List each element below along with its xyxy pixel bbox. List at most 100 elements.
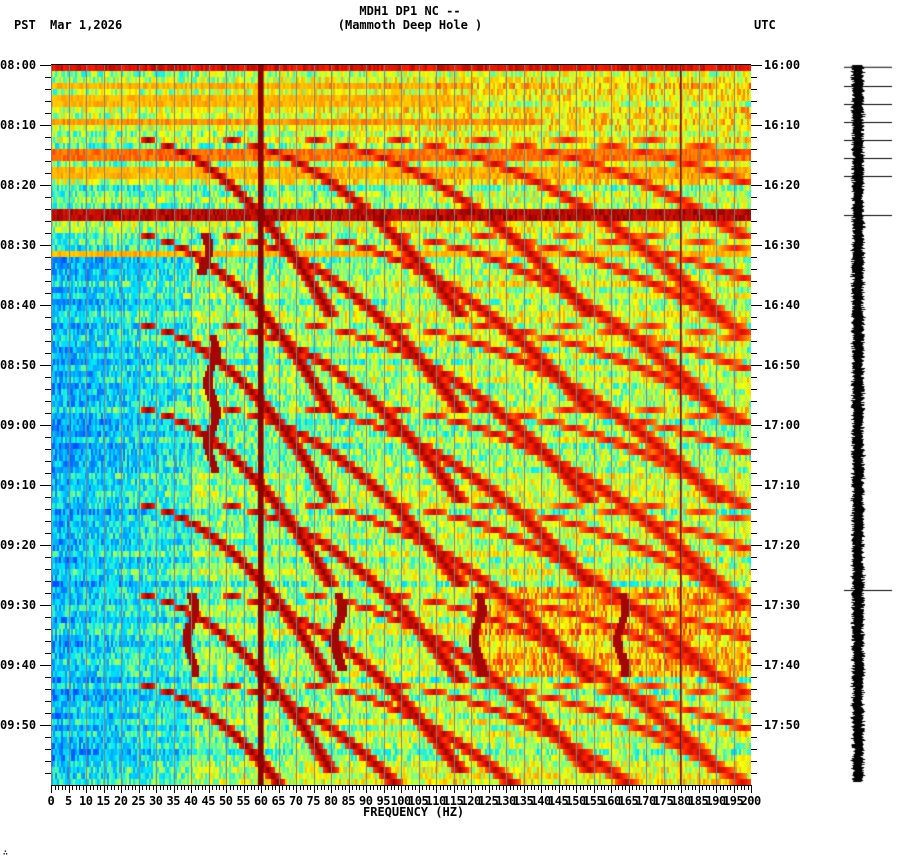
x-tick — [82, 785, 84, 790]
y-tick-left — [45, 389, 51, 390]
y-tick-left — [45, 401, 51, 402]
seismogram-trace — [836, 62, 902, 786]
x-tick — [289, 785, 290, 790]
x-tick-label: 45 — [201, 794, 216, 808]
x-tick — [65, 785, 66, 790]
y-tick-left — [45, 377, 51, 378]
x-tick — [68, 785, 70, 793]
x-tick-label: 25 — [131, 794, 146, 808]
x-tick-label: 160 — [600, 794, 622, 808]
x-tick — [530, 785, 532, 790]
x-tick — [733, 785, 735, 793]
y-tick-right — [751, 437, 757, 438]
y-tick-right — [751, 461, 757, 462]
x-tick — [747, 785, 749, 790]
x-tick — [716, 785, 717, 793]
x-tick — [317, 785, 318, 790]
x-tick — [698, 785, 700, 793]
y-tick-left — [45, 773, 51, 774]
x-tick — [450, 785, 451, 790]
x-tick — [691, 785, 693, 790]
y-tick-label-right: 16:30 — [764, 238, 801, 252]
y-tick-left — [40, 185, 51, 186]
x-tick — [184, 785, 185, 790]
x-tick — [492, 785, 493, 790]
x-tick-label: 180 — [670, 794, 692, 808]
x-tick — [471, 785, 472, 793]
x-tick — [114, 785, 115, 790]
x-tick — [551, 785, 553, 790]
x-tick — [338, 785, 339, 790]
x-tick — [163, 785, 164, 790]
y-tick-right — [751, 425, 762, 426]
x-tick — [590, 785, 591, 790]
x-tick — [709, 785, 710, 790]
y-tick-left — [45, 77, 51, 78]
y-tick-label-right: 16:00 — [764, 58, 801, 72]
x-tick — [495, 785, 497, 790]
station-name: (Mammoth Deep Hole ) — [337, 18, 483, 32]
y-tick-left — [45, 569, 51, 570]
y-tick-right — [751, 305, 762, 306]
x-tick — [380, 785, 381, 790]
x-tick-label: 185 — [688, 794, 709, 808]
x-tick — [677, 785, 679, 790]
x-tick — [236, 785, 238, 790]
x-tick — [474, 785, 476, 790]
x-tick — [632, 785, 633, 790]
x-tick — [320, 785, 322, 790]
x-tick — [117, 785, 119, 790]
x-tick — [586, 785, 588, 790]
x-tick — [558, 785, 560, 793]
x-tick — [177, 785, 178, 790]
y-tick-right — [751, 725, 762, 726]
x-tick-label: 125 — [478, 794, 499, 808]
x-tick — [268, 785, 269, 790]
y-tick-right — [751, 581, 757, 582]
x-tick — [744, 785, 745, 790]
x-tick — [198, 785, 199, 790]
x-tick — [355, 785, 357, 790]
x-tick-label: 85 — [341, 794, 356, 808]
x-tick — [75, 785, 77, 790]
y-tick-label-left: 09:30 — [0, 598, 37, 612]
y-tick-left — [45, 137, 51, 138]
x-tick — [271, 785, 273, 790]
y-tick-right — [751, 137, 757, 138]
x-tick — [331, 785, 332, 793]
y-tick-right — [751, 473, 757, 474]
y-tick-label-left: 08:30 — [0, 238, 37, 252]
y-tick-left — [40, 725, 51, 726]
y-tick-right — [751, 593, 757, 594]
x-tick — [254, 785, 255, 790]
y-tick-right — [751, 365, 762, 366]
y-tick-right — [751, 509, 757, 510]
timezone-left-label: PST — [14, 18, 36, 32]
y-tick-label-left: 09:50 — [0, 718, 37, 732]
y-tick-left — [45, 713, 51, 714]
x-tick — [282, 785, 283, 790]
x-tick — [436, 785, 437, 793]
y-tick-left — [45, 329, 51, 330]
x-tick — [541, 785, 542, 793]
y-tick-left — [40, 605, 51, 606]
y-tick-left — [45, 509, 51, 510]
y-tick-left — [45, 269, 51, 270]
x-tick — [506, 785, 507, 793]
y-tick-right — [751, 89, 757, 90]
x-tick — [667, 785, 668, 790]
x-tick — [191, 785, 192, 793]
y-tick-left — [45, 281, 51, 282]
y-tick-left — [45, 533, 51, 534]
x-tick — [684, 785, 686, 790]
x-tick — [107, 785, 108, 790]
x-tick — [194, 785, 196, 790]
y-tick-left — [45, 437, 51, 438]
x-tick — [478, 785, 479, 790]
x-tick — [502, 785, 504, 790]
y-tick-label-right: 16:20 — [764, 178, 801, 192]
x-tick — [373, 785, 374, 790]
y-tick-left — [45, 473, 51, 474]
x-tick — [737, 785, 738, 790]
x-tick-label: 110 — [425, 794, 447, 808]
